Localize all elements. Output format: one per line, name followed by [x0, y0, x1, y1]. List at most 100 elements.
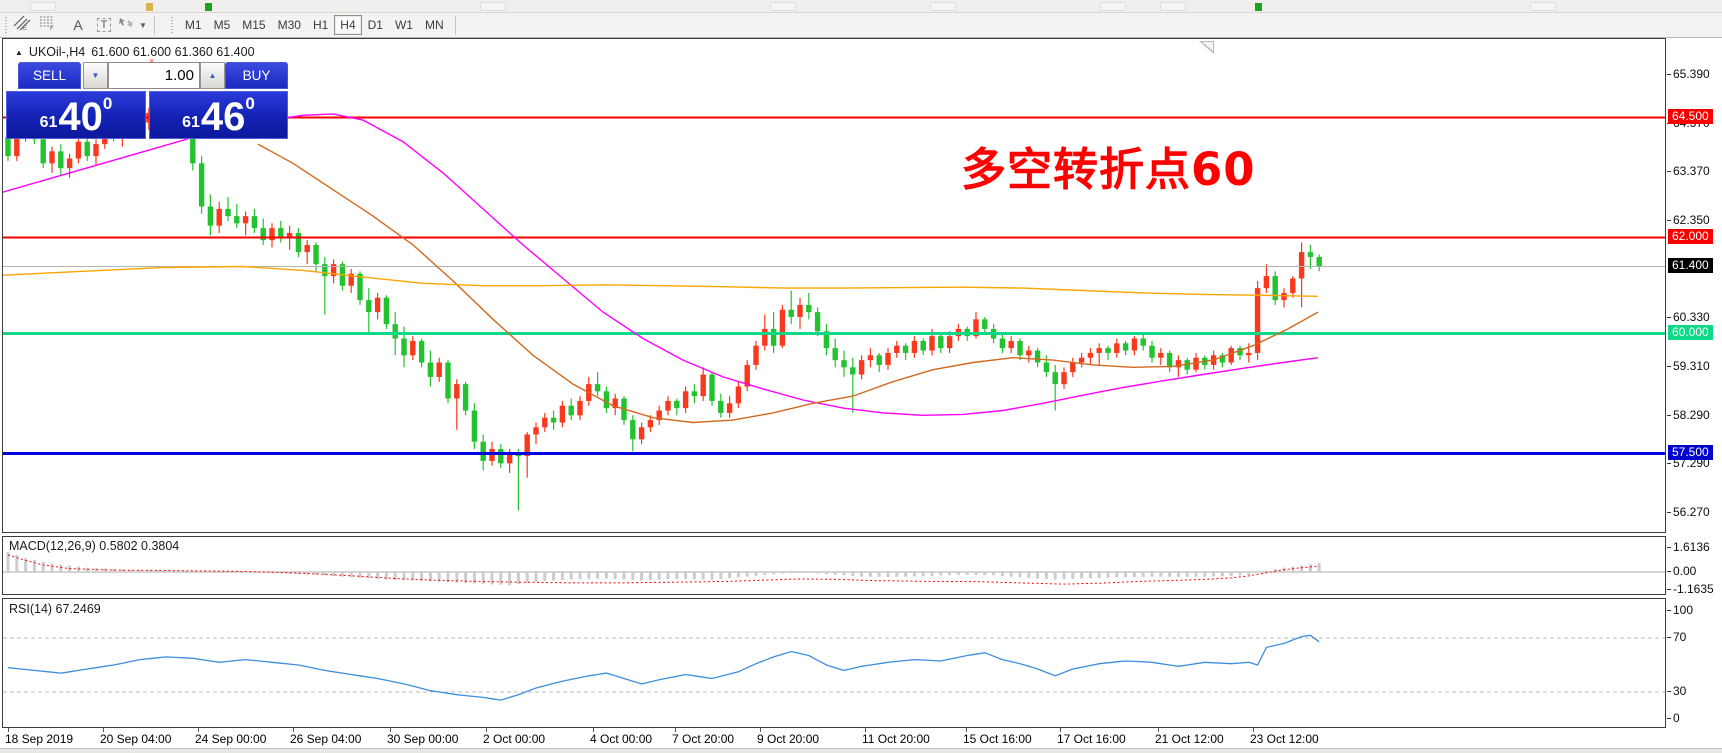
arrows-icon[interactable] [117, 15, 143, 36]
axis-tick [1667, 547, 1671, 548]
chart-ohlc-values: 61.600 61.600 61.360 61.400 [91, 45, 255, 59]
time-tick [675, 728, 676, 732]
drawing-and-timeframe-toolbar: E F A T ▼ M1 M5 M15 M30 H1 H4 D1 W1 MN [0, 13, 1722, 38]
time-label: 30 Sep 00:00 [387, 732, 459, 746]
axis-tick [1667, 718, 1671, 719]
timeframe-button-m30[interactable]: M30 [277, 18, 301, 32]
toolbar-separator [153, 15, 155, 35]
chart-window: ▲ UKOil-,H4 61.600 61.600 61.360 61.400 … [0, 38, 1722, 753]
clipped-green-icon [1255, 3, 1262, 11]
buy-price-sup: 0 [245, 94, 255, 113]
chart-symbol-timeframe: UKOil-,H4 [28, 45, 86, 59]
price-badge-62.000: 62.000 [1668, 229, 1713, 244]
text-label-icon[interactable]: T [91, 15, 117, 36]
volume-decrease-button[interactable]: ▼ [83, 62, 108, 89]
clipped-button [480, 2, 506, 11]
rsi-tick-label: 70 [1673, 630, 1687, 644]
axis-tick [1667, 463, 1671, 464]
time-label: 9 Oct 20:00 [757, 732, 820, 746]
timeframe-button-m5[interactable]: M5 [213, 18, 231, 32]
timeframe-button-mn[interactable]: MN [424, 18, 444, 32]
clipped-green-icon [205, 3, 212, 11]
rsi-indicator-panel[interactable]: RSI(14) 67.2469 [2, 598, 1666, 728]
chart-shift-marker[interactable] [1199, 41, 1214, 54]
macd-tick-label: 1.6136 [1673, 540, 1710, 554]
arrows-dropdown-caret[interactable]: ▼ [139, 20, 147, 30]
clipped-button [930, 2, 956, 11]
timeframe-button-m15[interactable]: M15 [242, 18, 266, 32]
price-tick-label: 59.310 [1673, 359, 1710, 373]
time-label: 20 Sep 04:00 [100, 732, 172, 746]
buy-price-display[interactable]: 61 46 0 [149, 91, 288, 139]
timeframe-button-m1[interactable]: M1 [184, 18, 202, 32]
buy-price-main: 46 [200, 94, 246, 139]
sell-price-display[interactable]: 61 40 0 [6, 91, 146, 139]
timeframe-button-h1[interactable]: H1 [312, 18, 329, 32]
price-badge-60.000: 60.000 [1668, 325, 1713, 340]
time-label: 2 Oct 00:00 [483, 732, 546, 746]
sell-button[interactable]: SELL [18, 62, 81, 89]
clipped-toolbar-row [0, 0, 1722, 13]
timeframe-button-h4[interactable]: H4 [334, 15, 362, 35]
time-tick [8, 728, 9, 732]
rsi-tick-label: 0 [1673, 711, 1680, 725]
equidistant-channel-icon[interactable]: E [13, 15, 39, 36]
time-tick [1253, 728, 1254, 732]
macd-tick-label: -1.1635 [1673, 582, 1714, 596]
axis-tick [1667, 220, 1671, 221]
axis-tick [1667, 415, 1671, 416]
time-label: 11 Oct 20:00 [862, 732, 930, 746]
timeframe-button-d1[interactable]: D1 [367, 18, 383, 32]
timeframe-button-w1[interactable]: W1 [394, 18, 413, 32]
time-label: 23 Oct 12:00 [1250, 732, 1319, 746]
text-icon[interactable]: A [73, 17, 83, 33]
toolbar-drag-handle[interactable] [4, 16, 9, 34]
axis-tick [1667, 317, 1671, 318]
axis-tick [1667, 74, 1671, 75]
price-tick-label: 58.290 [1673, 408, 1710, 422]
axis-tick [1667, 171, 1671, 172]
time-label: 21 Oct 12:00 [1155, 732, 1224, 746]
chart-text-annotation: 多空转折点60 [961, 143, 1256, 196]
volume-increase-button[interactable]: ▲ [200, 62, 225, 89]
clipped-button [1100, 2, 1126, 11]
candlestick-plot [3, 96, 1665, 511]
price-tick-label: 56.270 [1673, 505, 1710, 519]
chart-title: ▲ UKOil-,H4 61.600 61.600 61.360 61.400 [15, 45, 255, 59]
time-tick [593, 728, 594, 732]
timeframe-button-group: M1 M5 M15 M30 H1 H4 D1 W1 MN [179, 15, 450, 35]
time-label: 18 Sep 2019 [5, 732, 74, 746]
price-tick-label: 62.350 [1673, 213, 1710, 227]
toolbar-separator [454, 15, 456, 35]
macd-indicator-panel[interactable]: MACD(12,26,9) 0.5802 0.3804 [2, 536, 1666, 595]
clipped-button [770, 2, 796, 11]
price-badge-57.500: 57.500 [1668, 445, 1713, 460]
fibonacci-retracement-icon[interactable]: F [39, 15, 65, 36]
buy-button[interactable]: BUY [225, 62, 288, 89]
axis-tick [1667, 571, 1671, 572]
axis-tick [1667, 610, 1671, 611]
clipped-button [1160, 2, 1186, 11]
sell-price-sup: 0 [102, 94, 113, 113]
clipped-yellow-icon [146, 3, 153, 11]
rsi-plot [3, 634, 1665, 701]
macd-tick-label: 0.00 [1673, 564, 1697, 578]
collapse-triangle-icon[interactable]: ▲ [15, 47, 23, 57]
macd-label: MACD(12,26,9) 0.5802 0.3804 [9, 539, 180, 553]
rsi-tick-label: 100 [1673, 603, 1694, 617]
clipped-button [1530, 2, 1556, 11]
toolbar-drag-handle[interactable] [169, 16, 175, 34]
one-click-trading-panel: SELL ▼ ▲ BUY 61 40 0 61 46 0 [6, 62, 288, 139]
volume-input[interactable] [108, 62, 200, 89]
time-label: 26 Sep 04:00 [290, 732, 362, 746]
time-tick [760, 728, 761, 732]
svg-text:F: F [50, 26, 54, 31]
macd-plot [3, 551, 1665, 586]
axis-tick [1667, 589, 1671, 590]
price-tick-label: 65.390 [1673, 67, 1710, 81]
time-label: 24 Sep 00:00 [195, 732, 267, 746]
price-tick-label: 60.330 [1673, 310, 1710, 324]
time-tick [198, 728, 199, 732]
buy-price-prefix: 61 [182, 114, 200, 131]
